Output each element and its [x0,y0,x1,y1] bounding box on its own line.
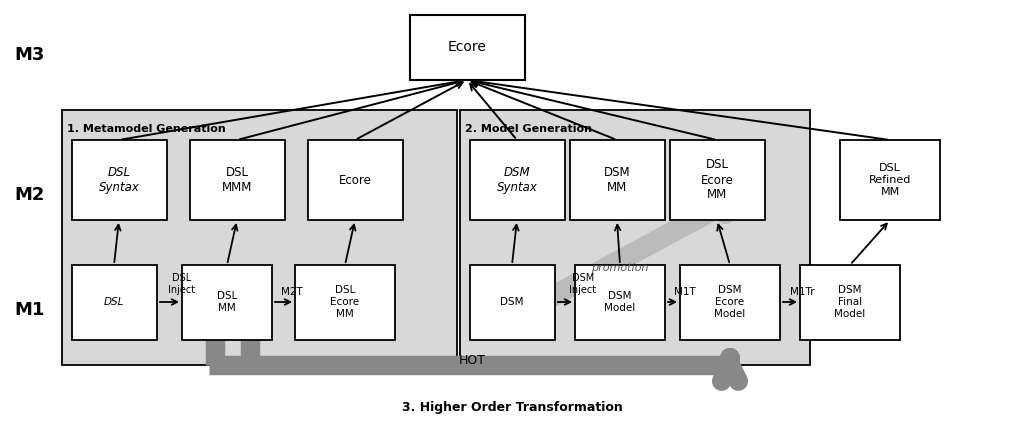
Bar [308,140,403,220]
Text: promotion: promotion [591,263,648,273]
Bar [72,265,157,340]
Text: DSL
Inject: DSL Inject [168,273,196,295]
Text: M1T: M1T [674,287,696,297]
Text: M1Tr: M1Tr [790,287,814,297]
Text: DSM
Ecore
Model: DSM Ecore Model [715,285,745,319]
Bar [470,265,555,340]
Bar [460,110,810,365]
Text: DSL
Ecore
MM: DSL Ecore MM [331,285,359,319]
Text: DSM
MM: DSM MM [604,166,631,194]
Bar [670,140,765,220]
Text: DSL
Refined
MM: DSL Refined MM [868,163,911,197]
Bar [182,265,272,340]
Text: Ecore: Ecore [339,173,372,187]
Text: M2T: M2T [282,287,303,297]
Text: DSM
Final
Model: DSM Final Model [835,285,865,319]
Bar [62,110,457,365]
Text: M2: M2 [14,186,45,204]
Text: 3. Higher Order Transformation: 3. Higher Order Transformation [401,402,623,415]
Text: M3: M3 [14,46,45,64]
Bar [680,265,780,340]
Bar [470,140,565,220]
Text: DSL
Ecore
MM: DSL Ecore MM [700,158,733,202]
Text: DSM
Model: DSM Model [604,291,636,313]
Text: DSM: DSM [501,297,523,307]
Text: DSL
Syntax: DSL Syntax [98,166,139,194]
Bar [575,265,665,340]
Text: DSM
Inject: DSM Inject [569,273,597,295]
Bar [295,265,395,340]
Text: HOT: HOT [459,354,485,367]
Text: DSL
MM: DSL MM [217,291,238,313]
Bar [570,140,665,220]
Bar [410,15,525,80]
Text: DSM
Syntax: DSM Syntax [497,166,538,194]
Bar [72,140,167,220]
Text: M1: M1 [14,301,45,319]
Text: 1. Metamodel Generation: 1. Metamodel Generation [67,124,225,134]
Bar [840,140,940,220]
Text: DSL
MMM: DSL MMM [222,166,252,194]
Text: 2. Model Generation: 2. Model Generation [465,124,592,134]
Text: DSL: DSL [103,297,124,307]
Text: Ecore: Ecore [447,40,486,54]
Bar [800,265,900,340]
Bar [190,140,285,220]
